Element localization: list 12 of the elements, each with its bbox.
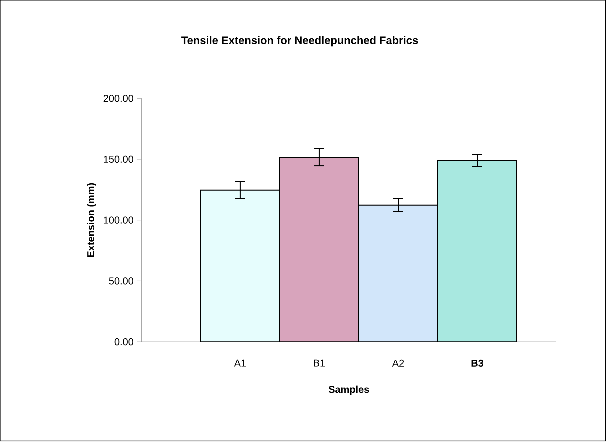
y-tick-label: 50.00 (109, 278, 134, 285)
y-tick-label: 100.00 (104, 216, 134, 224)
y-axis-title: Extension (mm) (87, 184, 97, 258)
x-axis-title: Samples (328, 386, 370, 396)
x-tick-label: A2 (392, 360, 404, 368)
x-tick-label: B1 (314, 360, 326, 367)
y-tick-label: 200.00 (104, 95, 134, 102)
chart-title: Tensile Extension for Needlepunched Fabrics (182, 36, 418, 47)
y-tick-label: 150.00 (104, 156, 134, 164)
x-tick-label: A1 (234, 360, 246, 367)
y-tick-label: 0.00 (114, 338, 134, 346)
x-tick-label: B3 (472, 360, 484, 368)
